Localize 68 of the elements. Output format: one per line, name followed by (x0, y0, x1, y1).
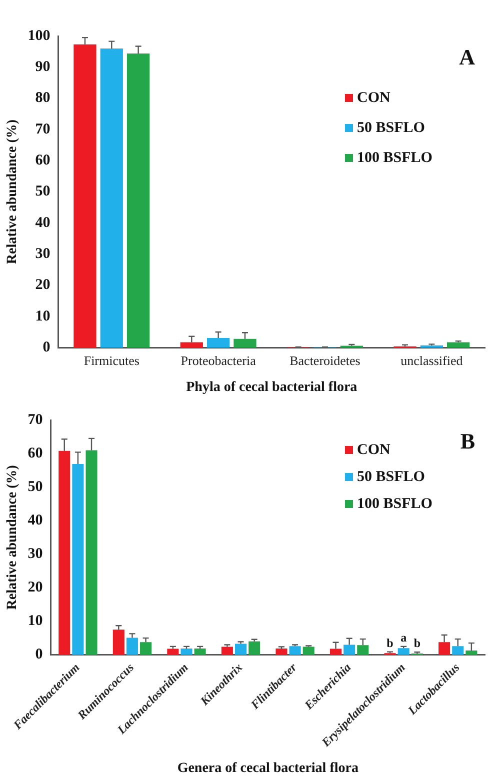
bar (438, 642, 450, 655)
legend-label: 100 BSFLO (357, 150, 432, 166)
bar (398, 648, 410, 655)
bar (330, 648, 342, 655)
x-tick-label: unclassified (400, 352, 464, 368)
y-tick-label: 40 (35, 214, 50, 231)
annotation: a (400, 630, 407, 645)
x-axis-title: Phyla of cecal bacterial flora (186, 380, 358, 396)
x-tick-label: Bacteroidetes (290, 352, 360, 368)
annotation: b (386, 636, 394, 650)
y-tick-label: 60 (35, 152, 50, 169)
annotation: b (414, 636, 421, 650)
y-axis-title: Relative abundance (%) (5, 464, 20, 610)
annotation: B (460, 428, 476, 454)
y-tick-label: 90 (35, 59, 50, 76)
y-tick-label: 10 (35, 308, 50, 324)
legend-label: 50 BSFLO (357, 468, 425, 485)
y-tick-label: 50 (35, 184, 50, 200)
y-tick-label: 70 (28, 412, 43, 428)
bar (206, 338, 230, 348)
bar (446, 342, 470, 348)
bar (357, 645, 369, 655)
y-tick-label: 20 (35, 277, 50, 294)
bar (180, 342, 203, 348)
bar (289, 646, 301, 655)
y-tick-label: 100 (28, 28, 50, 44)
bar (194, 648, 206, 655)
y-tick-label: 30 (35, 246, 50, 262)
y-tick-label: 60 (28, 445, 43, 462)
bar (248, 641, 260, 655)
bar (221, 646, 233, 655)
y-tick-label: 0 (42, 339, 50, 356)
bar (140, 642, 152, 655)
bar (420, 345, 443, 348)
x-axis-title: Genera of cecal bacterial flora (177, 761, 358, 776)
bar (126, 638, 138, 655)
bar (112, 630, 124, 655)
legend-label: 50 BSFLO (357, 120, 425, 136)
bar (180, 648, 192, 655)
y-tick-label: 0 (35, 646, 43, 663)
annotation: A (459, 44, 476, 70)
bar (276, 648, 288, 655)
y-tick-label: 10 (28, 613, 43, 630)
bar (100, 48, 123, 348)
legend-label: CON (357, 442, 390, 458)
bar (74, 44, 96, 348)
bar (234, 644, 247, 655)
bar (452, 646, 464, 655)
x-tick-label: Proteobacteria (180, 352, 256, 368)
legend-label: 100 BSFLO (357, 496, 432, 512)
y-tick-label: 30 (28, 546, 43, 562)
x-tick-label: Firmicutes (84, 352, 140, 368)
y-tick-label: 20 (28, 580, 43, 596)
y-tick-label: 80 (35, 90, 50, 106)
bar (167, 648, 179, 655)
y-tick-label: 40 (28, 512, 43, 529)
bar (234, 338, 256, 348)
y-tick-label: 70 (35, 121, 50, 138)
bar (126, 53, 150, 348)
bar (58, 450, 70, 655)
bar (466, 650, 478, 655)
bar (302, 646, 314, 655)
bar (72, 464, 84, 655)
legend-label: CON (357, 90, 390, 106)
y-axis-title: Relative abundance (%) (5, 119, 20, 264)
bar (86, 450, 98, 655)
y-tick-label: 50 (28, 478, 43, 495)
bar (344, 644, 356, 655)
